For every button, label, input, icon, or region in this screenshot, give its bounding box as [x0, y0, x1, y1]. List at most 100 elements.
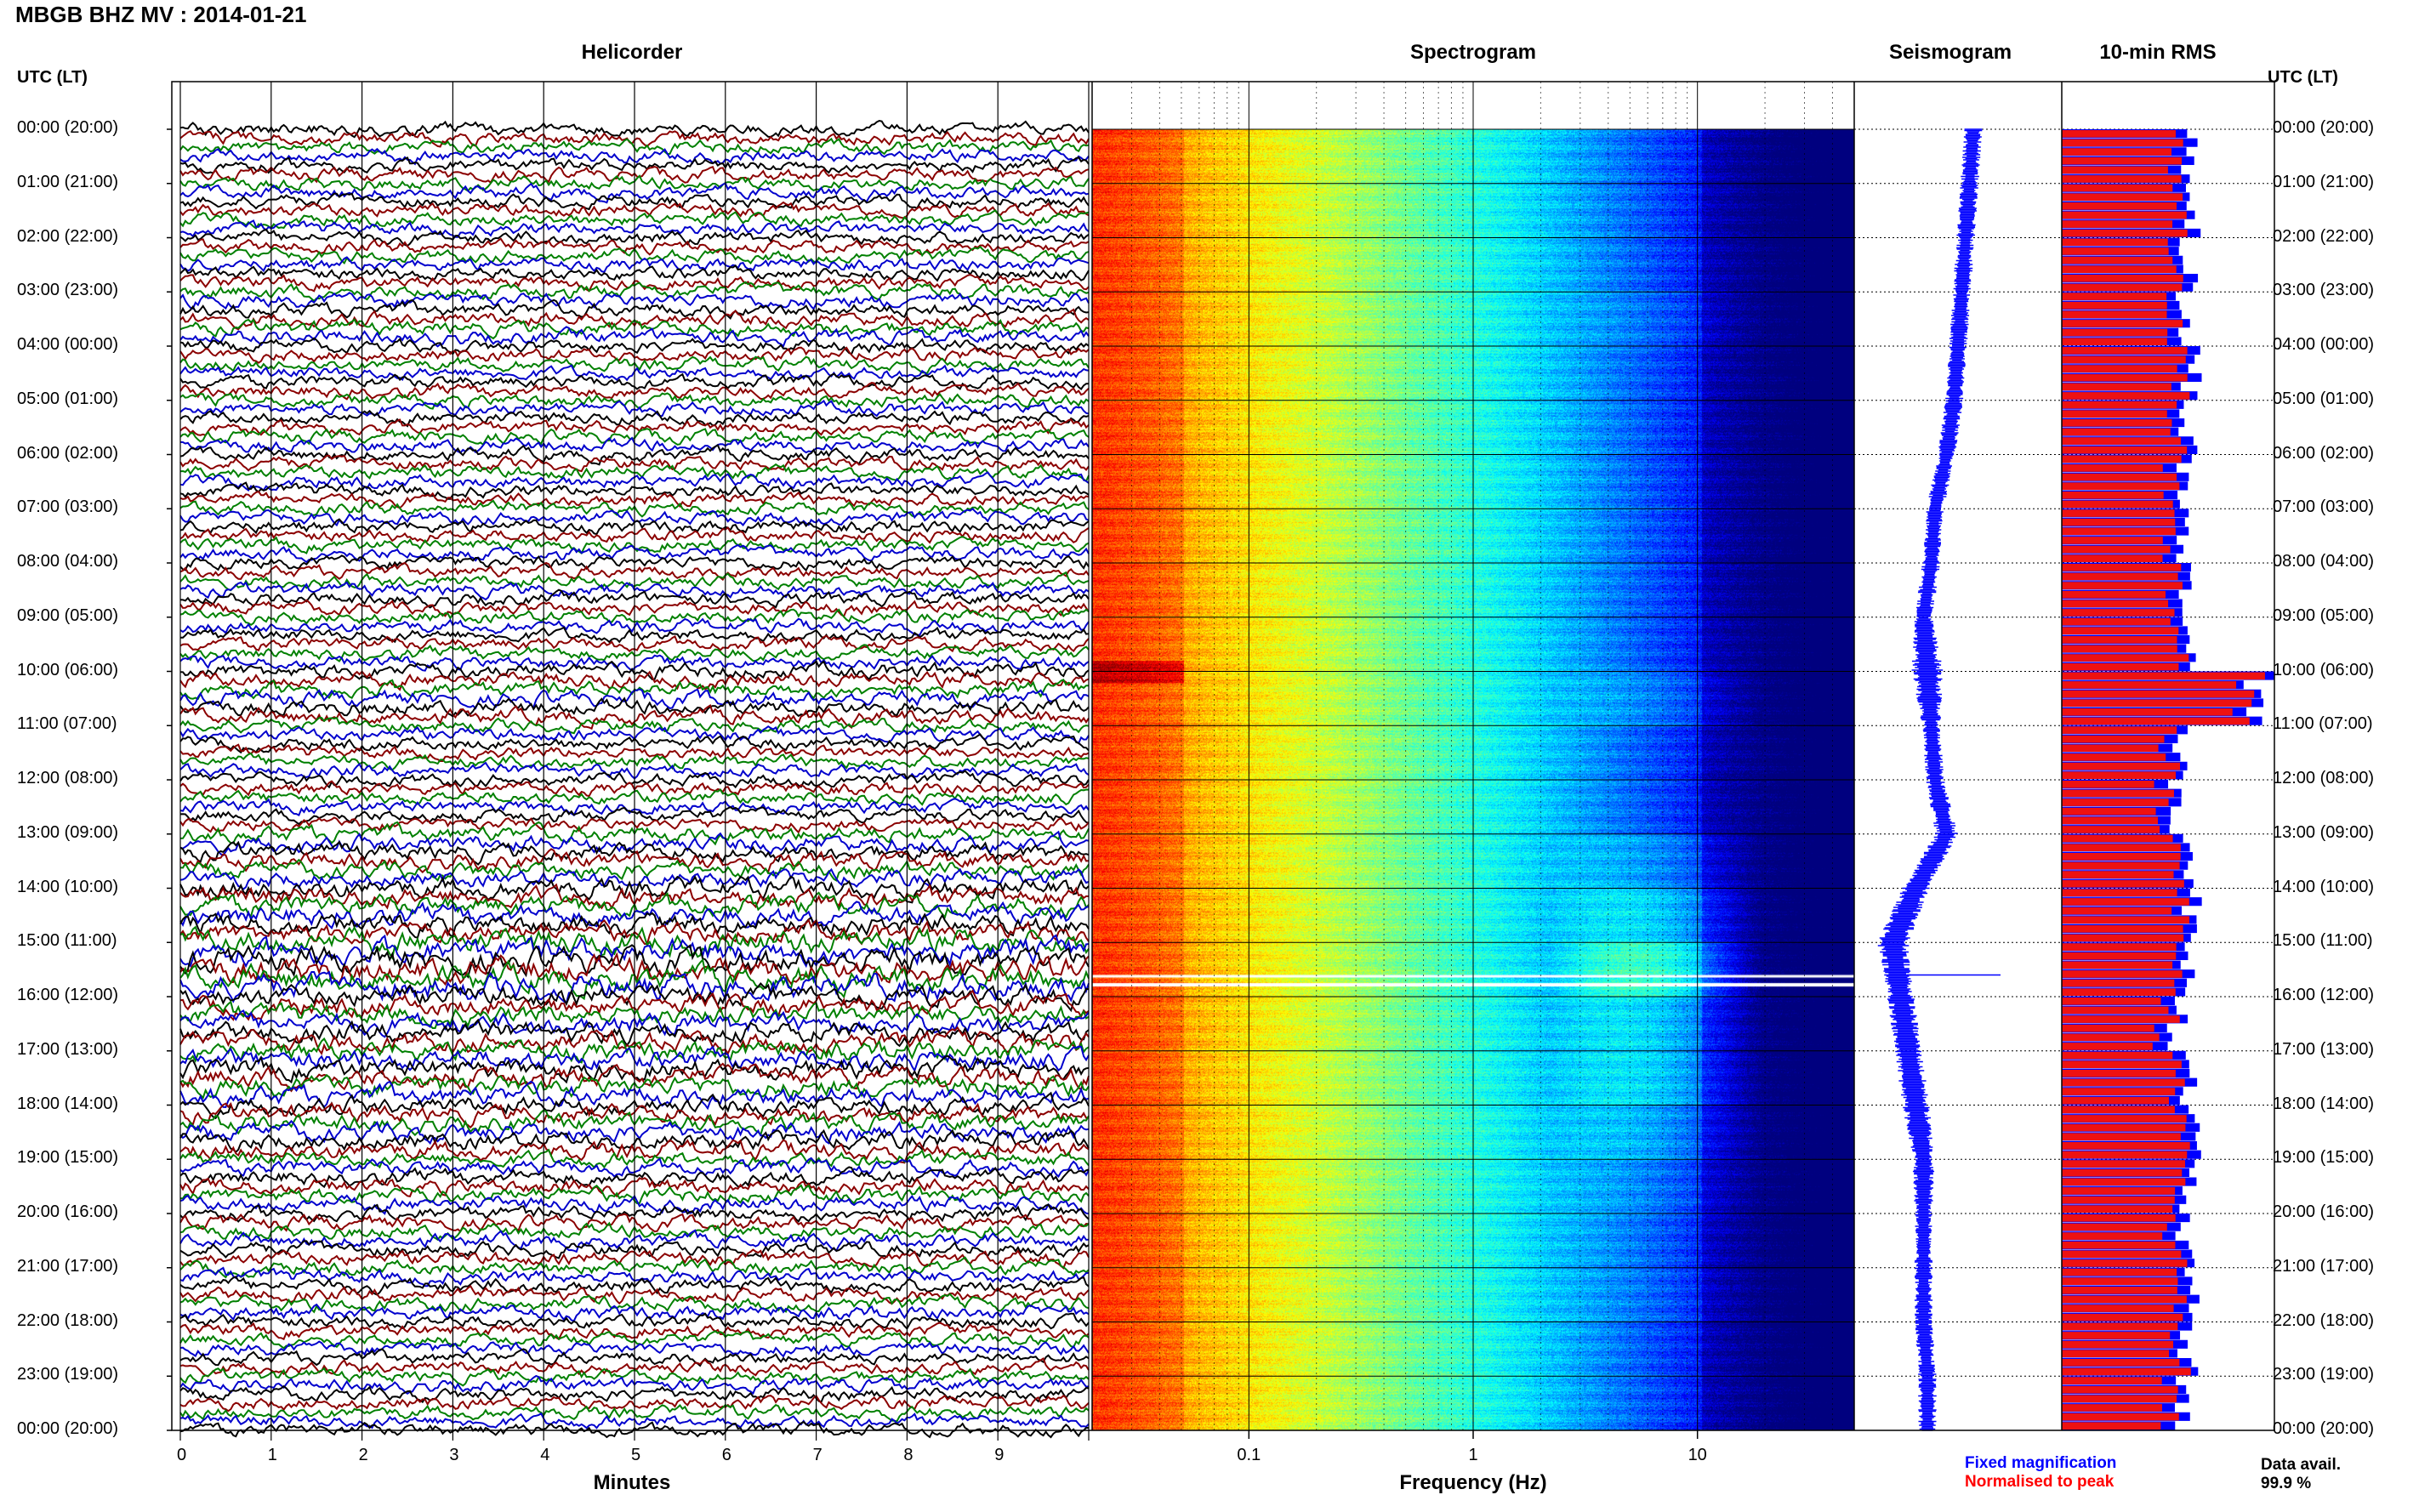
rms-bar-normalised	[2062, 771, 2177, 779]
rms-bar-normalised	[2062, 717, 2250, 725]
rms-bar-normalised	[2062, 338, 2167, 345]
rms-bar-normalised	[2062, 383, 2171, 391]
time-label-right: 09:00 (05:00)	[2273, 605, 2374, 625]
rms-bar-normalised	[2062, 527, 2176, 536]
helicorder-tick-label: 5	[631, 1446, 641, 1464]
rms-bar-normalised	[2062, 473, 2177, 481]
rms-bar-normalised	[2062, 1078, 2185, 1087]
rms-bar-normalised	[2062, 175, 2182, 183]
time-label-right: 07:00 (03:00)	[2273, 497, 2374, 517]
rms-bar-normalised	[2062, 1422, 2161, 1430]
data-avail-value: 99.9 %	[2261, 1475, 2312, 1492]
rms-bar-normalised	[2062, 636, 2177, 644]
rms-bar-normalised	[2062, 1367, 2191, 1376]
helicorder-tick-label: 3	[449, 1446, 459, 1464]
time-label-right: 19:00 (15:00)	[2273, 1148, 2374, 1168]
seismogram	[1877, 128, 2001, 1431]
time-label-right: 15:00 (11:00)	[2273, 931, 2373, 951]
time-label-right: 05:00 (01:00)	[2273, 389, 2374, 408]
rms-bar-normalised	[2062, 1214, 2176, 1222]
rms-bar-normalised	[2062, 392, 2190, 400]
time-label-right: 21:00 (17:00)	[2273, 1256, 2374, 1276]
rms-bar-normalised	[2062, 582, 2183, 589]
rms-bar-normalised	[2062, 419, 2172, 427]
rms-bar-normalised	[2062, 799, 2169, 806]
rms-bar-normalised	[2062, 410, 2167, 418]
rms-bar-normalised	[2062, 1160, 2186, 1168]
rms-bar-normalised	[2062, 753, 2166, 761]
rms-bar-normalised	[2062, 1385, 2178, 1394]
rms-bar-normalised	[2062, 879, 2184, 888]
time-label-right: 20:00 (16:00)	[2273, 1202, 2374, 1221]
helicorder-tick-label: 4	[540, 1446, 550, 1464]
rms-bar-normalised	[2062, 789, 2174, 798]
helicorder-tick-label: 2	[358, 1446, 368, 1464]
time-label-left: 23:00 (19:00)	[17, 1365, 118, 1384]
rms-bar-normalised	[2062, 148, 2172, 156]
rms-bar-normalised	[2062, 1106, 2175, 1114]
rms-bar-normalised	[2062, 672, 2265, 680]
time-label-left: 22:00 (18:00)	[17, 1310, 118, 1330]
rms-bar-normalised	[2062, 807, 2156, 816]
rms-bar-normalised	[2062, 834, 2173, 843]
helicorder-tick-label: 9	[994, 1446, 1005, 1464]
spectrogram-tick-label: 10	[1688, 1446, 1707, 1464]
rms-bar-normalised	[2062, 238, 2168, 247]
rms-bar-normalised	[2062, 1015, 2180, 1023]
rms-bar-normalised	[2062, 1168, 2183, 1177]
page-title: MBGB BHZ MV : 2014-01-21	[15, 2, 307, 27]
time-label-right: 17:00 (13:00)	[2273, 1039, 2374, 1059]
rms-bar-normalised	[2062, 1232, 2163, 1240]
time-label-left: 02:00 (22:00)	[17, 226, 118, 246]
spectrogram-grid	[1091, 82, 1833, 1430]
rms-bar-normalised	[2062, 437, 2182, 445]
rms-bar-normalised	[2062, 1223, 2167, 1231]
rms-title: 10-min RMS	[2099, 41, 2217, 64]
rms-bar-normalised	[2062, 365, 2177, 372]
time-label-right: 12:00 (08:00)	[2273, 769, 2374, 787]
rms-bar-normalised	[2062, 572, 2178, 581]
time-label-right: 22:00 (18:00)	[2273, 1310, 2374, 1330]
time-label-right: 00:00 (20:00)	[2273, 1419, 2374, 1438]
helicorder-tick-label: 1	[267, 1446, 277, 1464]
rms-bar-normalised	[2062, 853, 2181, 861]
rms-bar-normalised	[2062, 1250, 2182, 1259]
rms-bar-normalised	[2062, 1151, 2188, 1159]
seismogram-title: Seismogram	[1888, 41, 2012, 64]
rms-bar-normalised	[2062, 293, 2167, 300]
spectrogram-tick-label: 1	[1468, 1446, 1478, 1464]
time-label-left: 05:00 (01:00)	[17, 389, 118, 408]
time-label-right: 01:00 (21:00)	[2273, 172, 2374, 191]
rms-bar-normalised	[2062, 609, 2175, 617]
rms-bar-normalised	[2062, 826, 2160, 833]
rms-bar-normalised	[2062, 907, 2172, 915]
helicorder-tick-label: 7	[812, 1446, 822, 1464]
right-axis-label: UTC (LT)	[2268, 68, 2338, 87]
time-label-left: 15:00 (11:00)	[17, 931, 117, 951]
time-label-right: 16:00 (12:00)	[2273, 986, 2374, 1004]
rms-bar-normalised	[2062, 328, 2168, 337]
rms-bar-normalised	[2062, 1395, 2177, 1403]
rms-bar-normalised	[2062, 1305, 2174, 1312]
rms-bar-normalised	[2062, 762, 2181, 770]
rms-bar-normalised	[2062, 781, 2154, 788]
rms-bar-normalised	[2062, 1377, 2162, 1384]
rms-bar-normalised	[2062, 1133, 2181, 1140]
rms-bar-normalised	[2062, 1024, 2154, 1032]
helicorder-tick-label: 0	[177, 1446, 187, 1464]
rms-bar-normalised	[2062, 275, 2183, 282]
time-label-right: 18:00 (14:00)	[2273, 1094, 2374, 1113]
time-label-left: 03:00 (23:00)	[17, 281, 118, 300]
rms-bar-normalised	[2062, 735, 2165, 743]
time-label-right: 13:00 (09:00)	[2273, 822, 2374, 842]
time-label-left: 18:00 (14:00)	[17, 1094, 118, 1113]
time-label-left: 00:00 (20:00)	[17, 118, 118, 137]
helicorder-tick-label: 8	[903, 1446, 914, 1464]
rms-bar-normalised	[2062, 898, 2189, 906]
rms-bar-normalised	[2062, 464, 2163, 472]
rms-bar-normalised	[2062, 1359, 2180, 1367]
rms-bar-normalised	[2062, 1142, 2190, 1150]
rms-bar-normalised	[2062, 600, 2169, 608]
rms-bar-normalised	[2062, 1205, 2173, 1213]
